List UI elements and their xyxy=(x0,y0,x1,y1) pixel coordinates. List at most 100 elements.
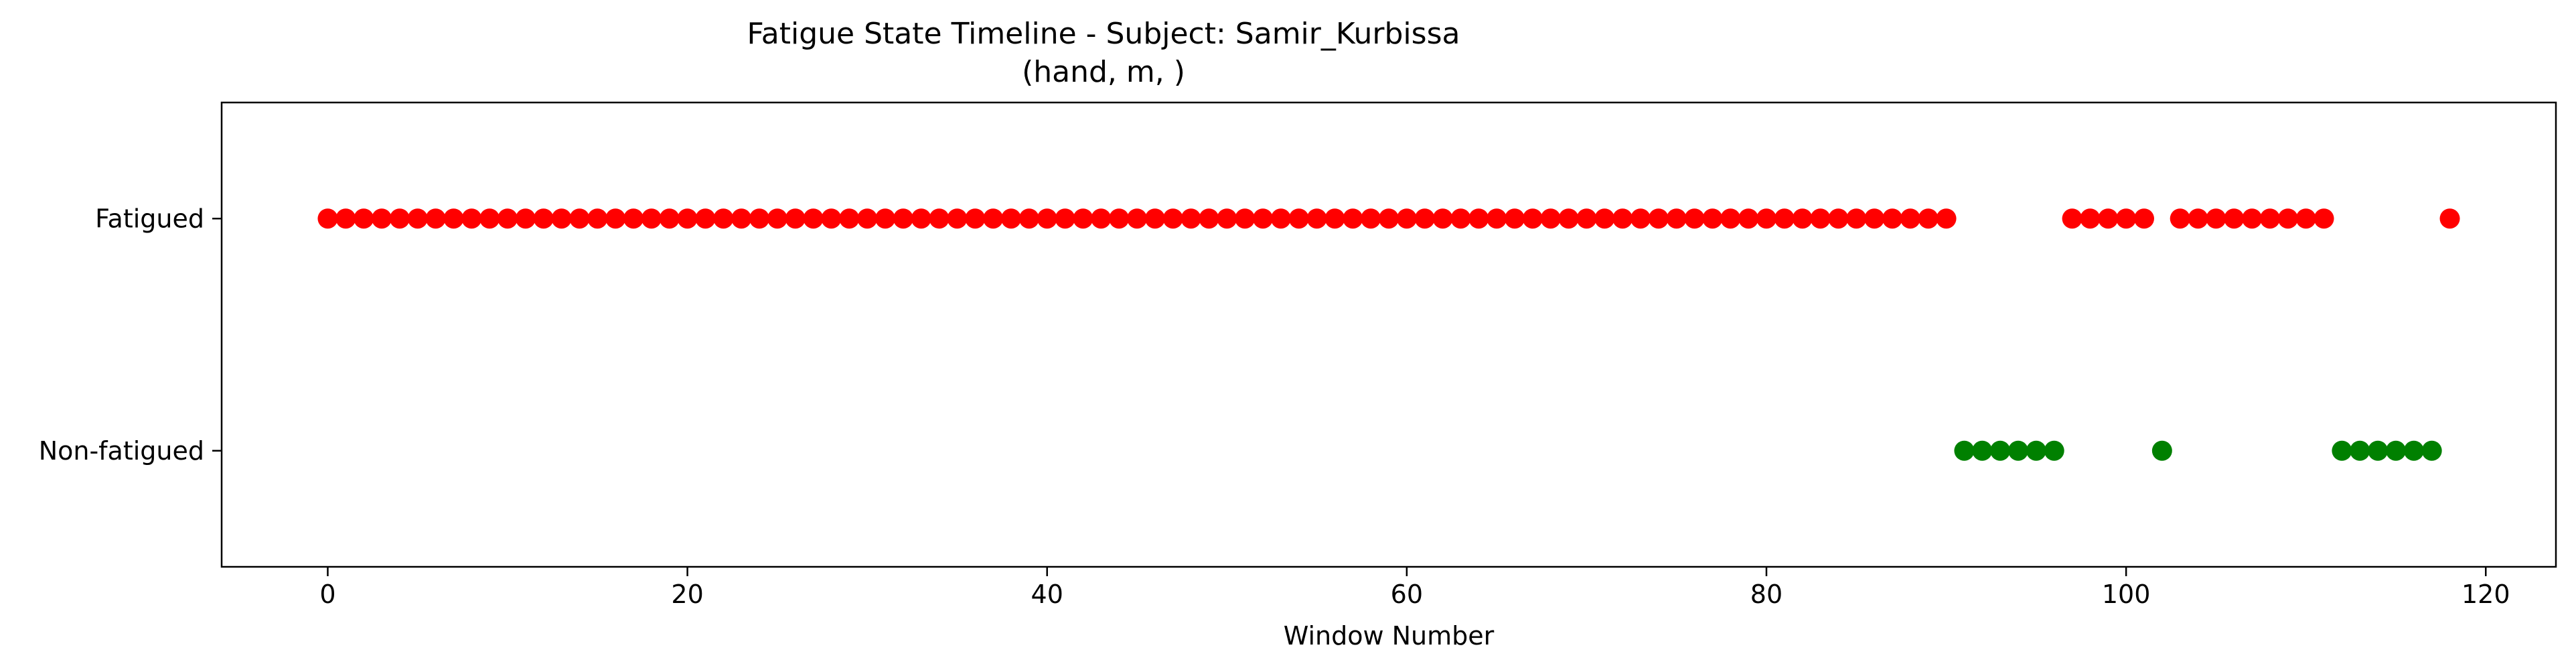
x-tick-label: 40 xyxy=(1031,580,1063,609)
fatigued-point xyxy=(1594,208,1615,229)
fatigued-point xyxy=(677,208,698,229)
fatigued-point xyxy=(749,208,770,229)
fatigued-point xyxy=(2170,208,2190,229)
non-fatigued-point xyxy=(2421,440,2442,461)
non-fatigued-point xyxy=(2007,440,2028,461)
fatigued-point xyxy=(1270,208,1291,229)
fatigued-point xyxy=(2224,208,2245,229)
fatigued-point xyxy=(857,208,878,229)
x-tick-label: 0 xyxy=(319,580,335,609)
fatigued-point xyxy=(1109,208,1130,229)
fatigued-point xyxy=(1253,208,1274,229)
axes-layer: 0 20 40 60 80 100 120 Non-fatigued Fatigued xyxy=(39,204,2510,609)
fatigued-point xyxy=(1450,208,1471,229)
fatigued-point xyxy=(1648,208,1669,229)
fatigued-point xyxy=(354,208,374,229)
fatigued-point xyxy=(1037,208,1057,229)
fatigued-point xyxy=(498,208,518,229)
fatigued-point xyxy=(1810,208,1831,229)
fatigued-point xyxy=(1487,208,1507,229)
fatigued-point xyxy=(1900,208,1920,229)
fatigued-point xyxy=(317,208,338,229)
fatigued-point xyxy=(2133,208,2154,229)
fatigued-point xyxy=(443,208,464,229)
fatigued-point xyxy=(1630,208,1651,229)
fatigued-point xyxy=(2080,208,2101,229)
plot-frame xyxy=(220,101,2557,568)
fatigued-point xyxy=(659,208,680,229)
fatigued-point xyxy=(2259,208,2280,229)
fatigued-point xyxy=(1306,208,1327,229)
fatigued-point xyxy=(1396,208,1417,229)
fatigued-point xyxy=(1199,208,1219,229)
fatigued-point xyxy=(713,208,734,229)
fatigued-point xyxy=(1540,208,1561,229)
fatigued-point xyxy=(1144,208,1165,229)
non-fatigued-point xyxy=(2044,440,2064,461)
fatigued-point xyxy=(425,208,446,229)
fatigued-point xyxy=(929,208,950,229)
y-tick-label: Non-fatigued xyxy=(39,436,204,466)
fatigued-point xyxy=(551,208,572,229)
x-axis-label: Window Number xyxy=(1284,621,1495,651)
fatigued-point xyxy=(1379,208,1399,229)
non-fatigued-point xyxy=(2368,440,2389,461)
fatigued-point xyxy=(407,208,428,229)
fatigued-point xyxy=(2188,208,2208,229)
fatigued-point xyxy=(965,208,986,229)
fatigued-point xyxy=(1414,208,1435,229)
non-fatigued-point xyxy=(1990,440,2011,461)
fatigued-point xyxy=(893,208,913,229)
fatigued-point xyxy=(1882,208,1902,229)
fatigued-point xyxy=(1792,208,1813,229)
fatigued-point xyxy=(1001,208,1022,229)
fatigued-point xyxy=(1504,208,1525,229)
fatigued-point xyxy=(1738,208,1759,229)
fatigued-point xyxy=(1018,208,1039,229)
non-fatigued-point xyxy=(1954,440,1975,461)
fatigued-point xyxy=(803,208,824,229)
fatigued-point xyxy=(1361,208,1381,229)
non-fatigued-point xyxy=(2151,440,2172,461)
fatigued-point xyxy=(1073,208,1093,229)
fatigued-point xyxy=(1864,208,1885,229)
fatigued-point xyxy=(983,208,1004,229)
fatigued-point xyxy=(1235,208,1256,229)
chart-subtitle: (hand, m, ) xyxy=(1022,55,1185,89)
non-fatigued-point xyxy=(2026,440,2046,461)
fatigued-point xyxy=(947,208,968,229)
fatigued-point xyxy=(1846,208,1867,229)
fatigued-point xyxy=(1612,208,1633,229)
fatigued-point xyxy=(1774,208,1795,229)
fatigued-point xyxy=(1576,208,1597,229)
fatigued-point xyxy=(461,208,482,229)
fatigued-point xyxy=(389,208,410,229)
fatigued-point xyxy=(1522,208,1543,229)
fatigued-point xyxy=(1127,208,1148,229)
fatigued-point xyxy=(695,208,716,229)
non-fatigued-point xyxy=(2385,440,2406,461)
chart-title: Fatigue State Timeline - Subject: Samir_… xyxy=(747,17,1460,51)
fatigued-point xyxy=(821,208,842,229)
fatigued-point xyxy=(479,208,500,229)
fatigued-point xyxy=(2314,208,2334,229)
x-tick-label: 80 xyxy=(1750,580,1783,609)
non-fatigued-point xyxy=(1972,440,1993,461)
fatigued-point xyxy=(1666,208,1687,229)
fatigued-point xyxy=(1217,208,1237,229)
fatigued-point xyxy=(1181,208,1201,229)
fatigued-point xyxy=(2098,208,2119,229)
x-tick-label: 20 xyxy=(671,580,703,609)
fatigued-point xyxy=(1756,208,1776,229)
data-points-layer xyxy=(317,208,2460,461)
x-tick-label: 60 xyxy=(1391,580,1423,609)
fatigued-point xyxy=(1432,208,1453,229)
fatigued-point xyxy=(1055,208,1075,229)
fatigued-point xyxy=(533,208,554,229)
fatigued-point xyxy=(372,208,392,229)
fatigued-point xyxy=(605,208,626,229)
non-fatigued-point xyxy=(2403,440,2424,461)
fatigued-point xyxy=(1343,208,1363,229)
fatigued-point xyxy=(1918,208,1939,229)
